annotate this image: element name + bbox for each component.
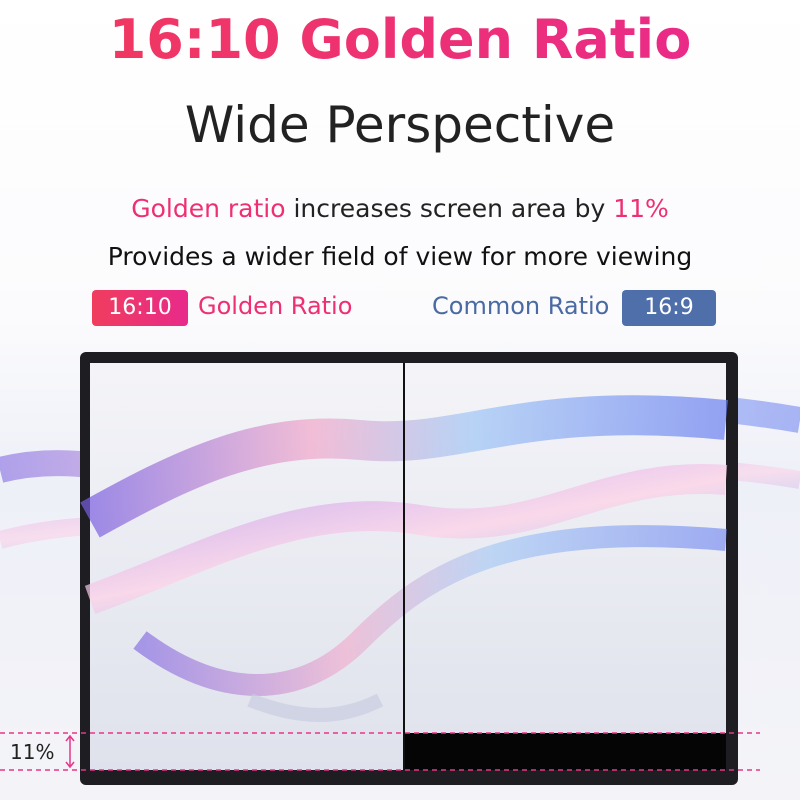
screen-waves bbox=[80, 395, 728, 722]
description-line: Provides a wider field of view for more … bbox=[107, 242, 693, 271]
subtitle: Wide Perspective bbox=[184, 96, 616, 154]
black-bar bbox=[404, 733, 726, 770]
annotation: 11% bbox=[10, 740, 55, 764]
common-label: Common Ratio bbox=[432, 292, 610, 320]
percent: 11% bbox=[613, 194, 669, 223]
title: 16:10 Golden Ratio bbox=[0, 8, 800, 71]
golden-badge: 16:10 bbox=[92, 290, 188, 326]
description-line: Golden ratio increases screen area by 11… bbox=[0, 194, 800, 223]
golden-label: Golden Ratio bbox=[198, 292, 353, 320]
measure-arrow bbox=[65, 734, 75, 769]
common-badge: 16:9 bbox=[622, 290, 716, 326]
highlight: Golden ratio bbox=[131, 194, 286, 223]
text: increases screen area by bbox=[285, 194, 614, 223]
